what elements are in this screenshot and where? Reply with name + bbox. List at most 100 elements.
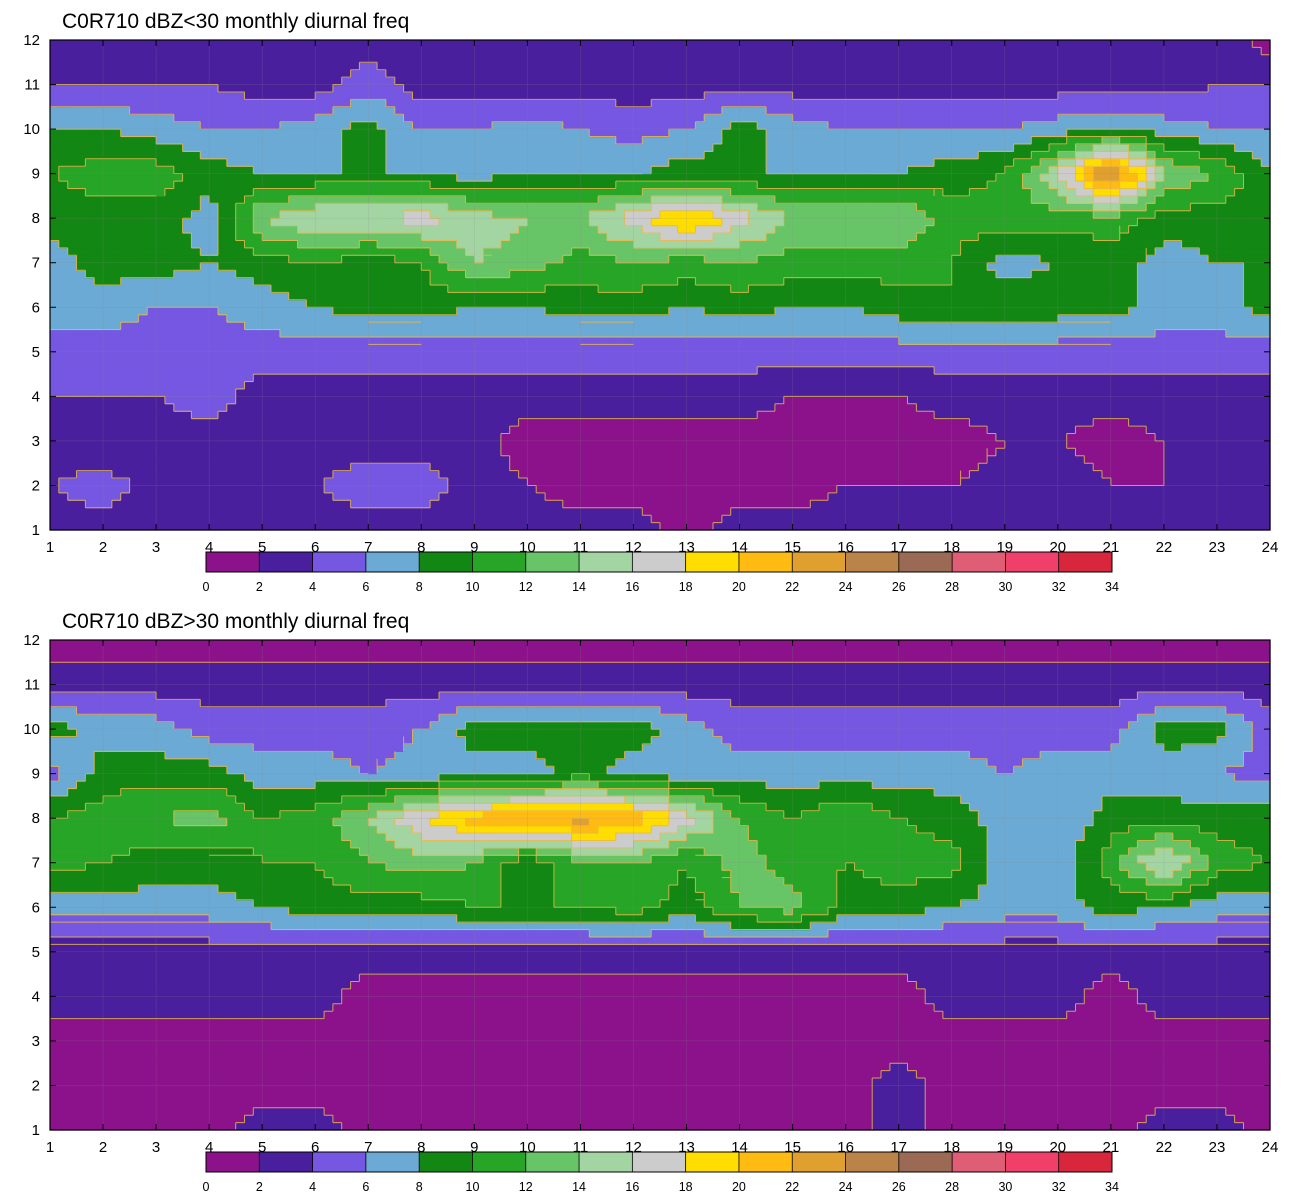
contour-cell <box>642 292 652 301</box>
contour-cell <box>474 455 484 464</box>
contour-cell <box>987 426 997 435</box>
contour-cell <box>1199 492 1209 501</box>
contour-cell <box>385 351 396 360</box>
contour-cell <box>677 262 688 271</box>
contour-cell <box>209 426 219 435</box>
contour-cell <box>633 403 643 412</box>
contour-cell <box>783 433 794 442</box>
contour-cell <box>527 388 537 397</box>
contour-cell <box>1031 492 1041 501</box>
contour-cell <box>306 455 316 464</box>
contour-cell <box>394 440 405 449</box>
contour-cell <box>182 492 193 501</box>
contour-cell <box>686 396 696 405</box>
contour-cell <box>332 307 343 316</box>
contour-cell <box>606 448 617 457</box>
contour-cell <box>942 507 953 516</box>
contour-cell <box>421 344 431 353</box>
contour-cell <box>67 255 78 264</box>
contour-cell <box>465 314 475 323</box>
contour-cell <box>164 418 175 427</box>
contour-cell <box>810 500 820 509</box>
contour-cell <box>1261 307 1271 316</box>
contour-cell <box>483 329 493 338</box>
contour-cell <box>730 285 741 294</box>
contour-cell <box>1022 403 1032 412</box>
contour-cell <box>836 433 847 442</box>
contour-cell <box>191 255 201 264</box>
contour-cell <box>668 270 679 279</box>
contour-cell <box>642 492 652 501</box>
contour-cell <box>827 448 838 457</box>
contour-cell <box>1040 500 1050 509</box>
contour-cell <box>253 322 263 331</box>
contour-cell <box>553 381 564 390</box>
contour-cell <box>854 270 864 279</box>
contour-cell <box>1199 426 1209 435</box>
contour-cell <box>76 366 86 375</box>
contour-cell <box>783 262 794 271</box>
contour-cell <box>713 292 723 301</box>
contour-cell <box>129 470 140 479</box>
contour-cell <box>589 500 599 509</box>
contour-cell <box>660 403 670 412</box>
contour-cell <box>757 299 767 308</box>
contour-cell <box>1048 277 1059 286</box>
contour-cell <box>324 299 334 308</box>
contour-cell <box>1093 470 1103 479</box>
contour-cell <box>854 433 864 442</box>
contour-cell <box>209 270 219 279</box>
contour-cell <box>456 470 467 479</box>
contour-cell <box>94 277 104 286</box>
contour-cell <box>1004 299 1015 308</box>
contour-cell <box>668 478 679 487</box>
contour-cell <box>164 314 175 323</box>
contour-cell <box>854 388 864 397</box>
contour-cell <box>341 314 352 323</box>
contour-cell <box>421 262 431 271</box>
contour-cell <box>332 344 343 353</box>
contour-cell <box>509 403 520 412</box>
contour-cell <box>810 359 820 368</box>
contour-cell <box>969 299 979 308</box>
contour-cell <box>730 403 741 412</box>
contour-cell <box>412 411 422 420</box>
contour-cell <box>536 522 546 531</box>
contour-cell <box>987 418 997 427</box>
contour-cell <box>1040 285 1050 294</box>
contour-cell <box>324 285 334 294</box>
contour-cell <box>704 374 714 383</box>
contour-cell <box>129 314 140 323</box>
contour-cell <box>1243 351 1253 360</box>
contour-cell <box>739 314 750 323</box>
contour-cell <box>147 336 157 345</box>
contour-cell <box>76 322 86 331</box>
contour-cell <box>200 285 210 294</box>
contour-cell <box>1190 314 1200 323</box>
contour-cell <box>359 418 369 427</box>
contour-cell <box>730 388 741 397</box>
contour-cell <box>916 440 926 449</box>
contour-cell <box>377 270 387 279</box>
contour-cell <box>500 507 511 516</box>
contour-cell <box>58 448 69 457</box>
contour-cell <box>209 463 219 472</box>
contour-cell <box>633 299 643 308</box>
contour-cell <box>421 507 431 516</box>
contour-cell <box>1252 351 1262 360</box>
contour-cell <box>1084 322 1094 331</box>
contour-cell <box>456 485 467 494</box>
contour-cell <box>244 418 254 427</box>
contour-cell <box>757 351 767 360</box>
contour-cell <box>1216 440 1227 449</box>
contour-cell <box>677 396 688 405</box>
contour-cell <box>288 299 299 308</box>
contour-cell <box>164 336 175 345</box>
contour-cell <box>668 411 679 420</box>
contour-cell <box>129 270 140 279</box>
contour-cell <box>1199 388 1209 397</box>
contour-cell <box>872 478 882 487</box>
contour-cell <box>783 418 794 427</box>
contour-cell <box>147 426 157 435</box>
contour-cell <box>527 485 537 494</box>
